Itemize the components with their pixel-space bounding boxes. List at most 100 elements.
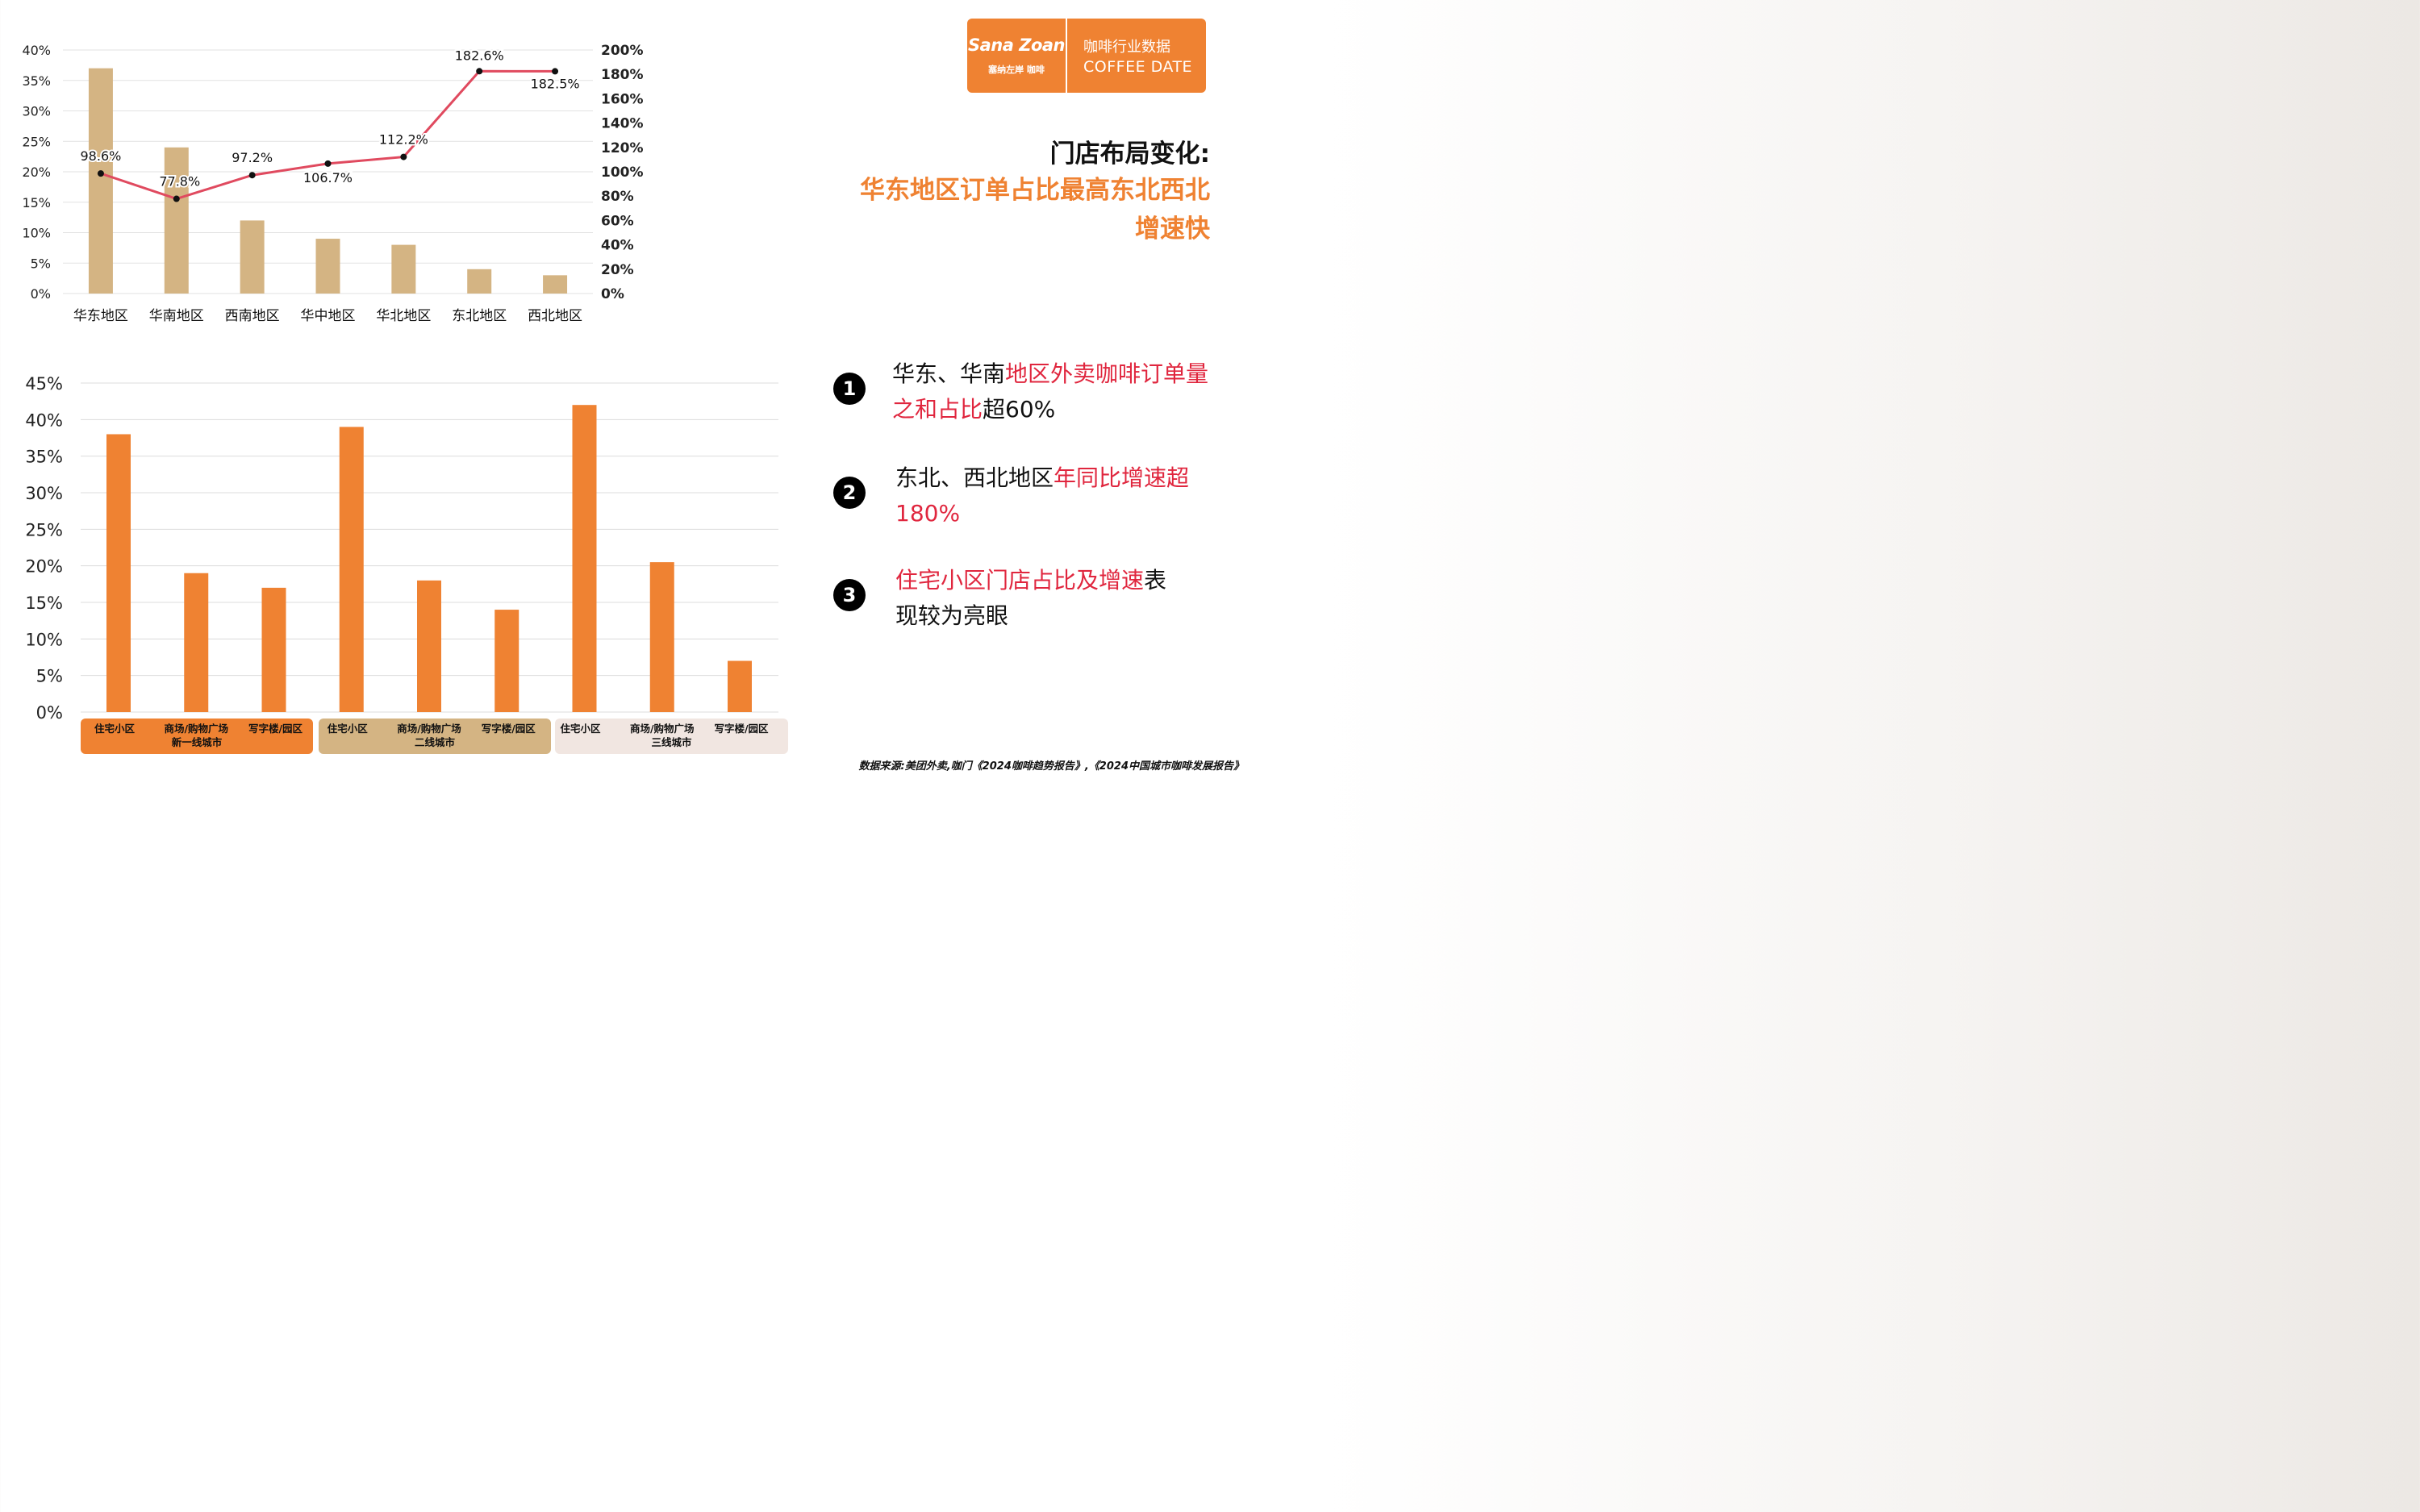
y-right-tick-label: 60% xyxy=(601,213,634,229)
growth-point xyxy=(97,170,104,177)
growth-data-label: 98.6% xyxy=(81,148,122,164)
x-tick-label: 华北地区 xyxy=(376,308,431,324)
y-tick-label: 25% xyxy=(25,520,63,539)
x-tick-label: 西南地区 xyxy=(225,308,280,324)
category-group-box xyxy=(319,719,551,754)
bar xyxy=(261,587,286,712)
growth-data-label: 182.5% xyxy=(531,76,580,91)
growth-point xyxy=(324,160,332,167)
bar xyxy=(391,244,416,294)
x-tick-label: 商场/购物广场 xyxy=(397,723,461,735)
y-left-tick-label: 5% xyxy=(31,256,51,271)
x-tick-label: 华中地区 xyxy=(301,308,356,324)
y-left-tick-label: 35% xyxy=(22,73,51,89)
key-point-text: 东北、西北地区年同比增速超180% xyxy=(895,460,1234,531)
growth-point xyxy=(173,195,180,202)
y-right-tick-label: 40% xyxy=(601,238,634,254)
y-right-tick-label: 160% xyxy=(601,91,644,107)
bar xyxy=(649,562,674,712)
x-tick-label: 华南地区 xyxy=(149,308,204,324)
key-point-text: 住宅小区门店占比及增速表现较为亮眼 xyxy=(895,563,1186,634)
bar xyxy=(572,405,597,712)
y-right-tick-label: 20% xyxy=(601,262,634,278)
bar xyxy=(88,68,113,294)
growth-point xyxy=(552,68,559,75)
y-tick-label: 10% xyxy=(25,630,63,649)
y-right-tick-label: 180% xyxy=(601,67,644,83)
slide: 0% 5% 10% 15% 20% 25% 30% 35% 40% 0% 20% 40% 60% 80% 1… xyxy=(0,0,1265,790)
growth-data-label: 97.2% xyxy=(232,150,273,165)
bar xyxy=(106,434,131,712)
x-tick-label: 西北地区 xyxy=(528,308,582,324)
y-tick-label: 45% xyxy=(25,374,63,394)
x-tick-label: 写字楼/园区 xyxy=(248,723,303,735)
growth-point xyxy=(248,172,256,179)
bar xyxy=(339,427,364,712)
x-tick-label: 东北地区 xyxy=(452,308,507,324)
y-tick-label: 5% xyxy=(36,667,63,686)
point-segment: 表现较为亮眼 xyxy=(895,567,1167,629)
growth-point xyxy=(476,68,483,75)
y-right-tick-label: 140% xyxy=(601,116,644,132)
y-right-tick-label: 200% xyxy=(601,43,644,59)
point-segment-highlight: 地区外卖咖啡订单量之和占比 xyxy=(892,360,1209,423)
x-tick-label: 住宅小区 xyxy=(94,723,136,735)
x-tick-label: 写字楼/园区 xyxy=(714,723,769,735)
x-tick-label: 商场/购物广场 xyxy=(630,723,695,735)
growth-data-label: 112.2% xyxy=(379,132,428,148)
growth-data-label: 77.8% xyxy=(159,174,200,190)
y-tick-label: 40% xyxy=(25,410,63,430)
y-right-tick-label: 100% xyxy=(601,165,644,181)
bar xyxy=(315,239,340,294)
bar xyxy=(240,220,265,294)
logo-title-en: COFFEE DATE xyxy=(1083,58,1193,76)
bar xyxy=(728,660,752,712)
bar xyxy=(184,573,209,712)
point-segment: 华东、华南 xyxy=(892,360,1006,387)
regional-order-share-chart: 0% 5% 10% 15% 20% 25% 30% 35% 40% 0% 20% 40% 60% 80% 1… xyxy=(22,43,644,324)
bar xyxy=(543,275,568,294)
x-tick-label: 商场/购物广场 xyxy=(164,723,228,735)
data-source-note: 数据来源:美团外卖,咖门《2024咖啡趋势报告》,《2024中国城市咖啡发展报告… xyxy=(858,760,1244,773)
y-right-tick-label: 120% xyxy=(601,140,644,156)
point-segment-highlight: 年同比增速超180% xyxy=(895,464,1190,527)
y-tick-label: 35% xyxy=(25,448,63,467)
x-tick-label: 写字楼/园区 xyxy=(482,723,536,735)
category-group-box xyxy=(555,719,788,754)
y-tick-label: 30% xyxy=(25,484,63,503)
point-segment: 超60% xyxy=(983,396,1056,423)
point-segment: 东北、西北地区 xyxy=(895,464,1054,491)
x-tick-label: 住宅小区 xyxy=(560,723,601,735)
growth-data-label: 106.7% xyxy=(303,170,353,185)
headline-subtitle: 华东地区订单占比最高东北西北增速快 xyxy=(860,176,1210,244)
bar xyxy=(467,269,492,294)
y-tick-label: 15% xyxy=(25,594,63,613)
y-left-tick-label: 30% xyxy=(22,104,51,119)
y-right-tick-label: 80% xyxy=(601,189,634,205)
key-point-1: 1 华东、华南地区外卖咖啡订单量之和占比超60% xyxy=(833,356,1231,427)
key-point-2: 2 东北、西北地区年同比增速超180% xyxy=(833,460,1234,531)
brand-wordmark: Sana Zoan xyxy=(967,35,1066,55)
y-left-tick-label: 25% xyxy=(22,134,51,149)
y-left-tick-label: 20% xyxy=(22,165,51,180)
key-point-text: 华东、华南地区外卖咖啡订单量之和占比超60% xyxy=(892,356,1231,427)
brand-logo: Sana Zoan 塞纳左岸 咖啡 咖啡行业数据 COFFEE DATE xyxy=(967,19,1206,93)
number-badge: 1 xyxy=(833,373,866,405)
point-segment-highlight: 住宅小区门店占比及增速 xyxy=(895,567,1145,594)
group-label: 新一线城市 xyxy=(172,736,223,748)
group-label: 二线城市 xyxy=(415,736,456,748)
logo-title-cn: 咖啡行业数据 xyxy=(1083,39,1170,56)
key-point-3: 3 住宅小区门店占比及增速表现较为亮眼 xyxy=(833,563,1186,634)
bar xyxy=(494,610,519,712)
y-tick-label: 0% xyxy=(36,703,63,723)
category-group-box xyxy=(81,719,313,754)
growth-point xyxy=(400,153,407,160)
y-tick-label: 20% xyxy=(25,557,63,577)
y-right-tick-label: 0% xyxy=(601,286,624,302)
x-tick-label: 华东地区 xyxy=(73,308,128,324)
y-left-tick-label: 10% xyxy=(22,226,51,241)
x-tick-label: 住宅小区 xyxy=(328,723,369,735)
y-left-tick-label: 40% xyxy=(22,43,51,58)
y-left-tick-label: 0% xyxy=(31,286,51,302)
brand-subtitle: 塞纳左岸 咖啡 xyxy=(988,65,1045,75)
